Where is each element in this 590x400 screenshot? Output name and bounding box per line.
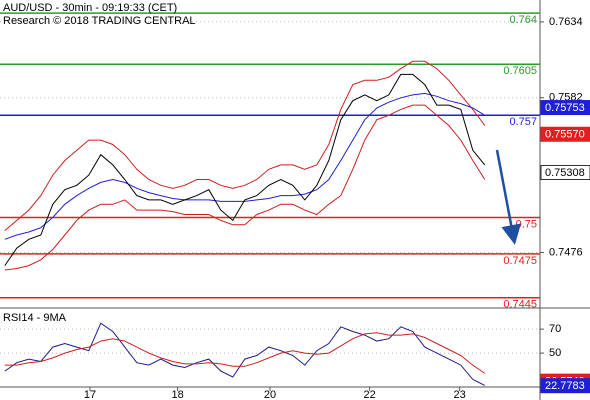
chart-title: AUD/USD - 30min - 09:19:33 (CET) [3, 2, 177, 14]
level-label: 0.7445 [503, 299, 537, 311]
price-tag-label: 0.75308 [545, 167, 585, 179]
x-tick-label: 20 [264, 389, 276, 400]
forecast-arrow [495, 149, 522, 245]
panel-title: RSI14 - 9MA [3, 312, 67, 324]
price-tag-label: 0.75753 [545, 102, 585, 114]
level-label: 0.757 [509, 116, 537, 128]
x-tick-label: 22 [363, 389, 375, 400]
y-tick-label: 50 [549, 347, 561, 359]
y-tick-label: 0.7634 [549, 16, 583, 28]
chart-subtitle: Research © 2018 TRADING CENTRAL [3, 15, 196, 27]
series-line [4, 92, 486, 240]
x-tick-label: 23 [453, 389, 465, 400]
price-tag [540, 164, 590, 180]
price-tag [540, 378, 590, 394]
price-tag [540, 126, 590, 142]
series-line [4, 104, 486, 271]
level-label: 0.75 [516, 218, 537, 230]
level-label: 0.764 [509, 14, 537, 26]
price-tag-label: 0.75570 [545, 129, 585, 141]
series-line [4, 60, 486, 231]
price-tag [540, 100, 590, 116]
series-line [4, 322, 486, 386]
level-label: 0.7475 [503, 255, 537, 267]
y-tick-label: 0.7476 [549, 246, 583, 258]
series-line [4, 332, 486, 374]
level-label: 0.7605 [503, 65, 537, 77]
price-tag-label: 22.7783 [545, 380, 585, 392]
plot-area [4, 322, 486, 386]
x-tick-label: 17 [84, 389, 96, 400]
y-tick-label: 70 [549, 323, 561, 335]
series-line [4, 73, 486, 266]
plot-area [4, 60, 486, 271]
x-tick-label: 18 [171, 389, 183, 400]
